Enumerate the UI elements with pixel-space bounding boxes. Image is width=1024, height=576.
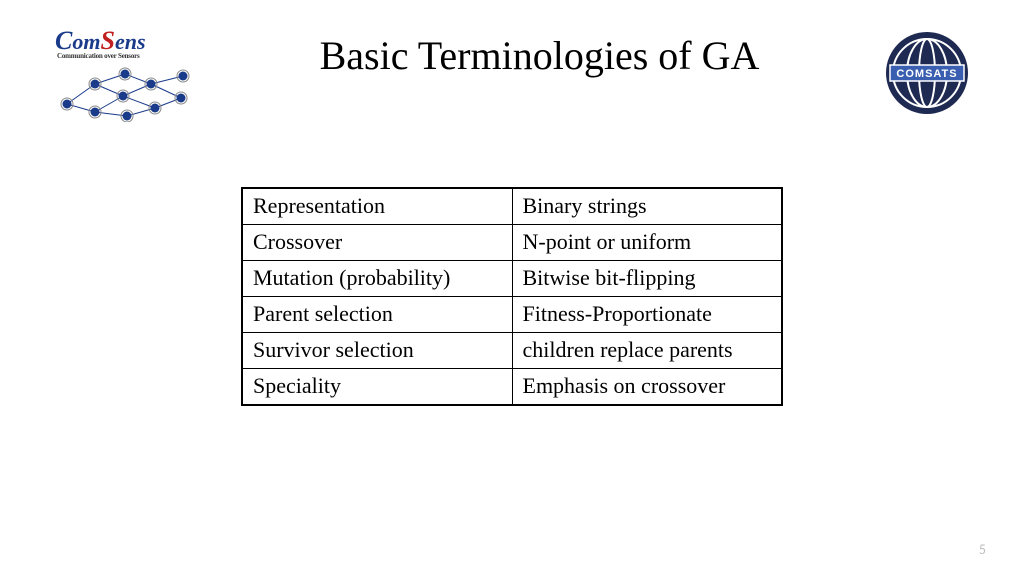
- slide-header: ComSens Communication over Sensors: [0, 0, 1024, 127]
- terminology-table-wrap: RepresentationBinary stringsCrossoverN-p…: [0, 187, 1024, 406]
- brand-letters-om: om: [72, 29, 100, 54]
- term-cell: Survivor selection: [242, 333, 512, 369]
- page-number: 5: [979, 541, 986, 558]
- comsens-tagline: Communication over Sensors: [57, 52, 205, 60]
- comsats-label: COMSATS: [896, 68, 957, 80]
- globe-icon: COMSATS: [884, 30, 970, 116]
- brand-letter-c: C: [55, 26, 72, 55]
- terminology-table: RepresentationBinary stringsCrossoverN-p…: [241, 187, 783, 406]
- table-row: SpecialityEmphasis on crossover: [242, 369, 782, 406]
- table-row: Survivor selectionchildren replace paren…: [242, 333, 782, 369]
- value-cell: Binary strings: [512, 188, 782, 225]
- term-cell: Representation: [242, 188, 512, 225]
- network-icon: [55, 64, 205, 122]
- table-row: RepresentationBinary strings: [242, 188, 782, 225]
- comsats-logo: COMSATS: [884, 20, 974, 121]
- value-cell: children replace parents: [512, 333, 782, 369]
- term-cell: Crossover: [242, 225, 512, 261]
- term-cell: Mutation (probability): [242, 261, 512, 297]
- table-row: CrossoverN-point or uniform: [242, 225, 782, 261]
- comsens-wordmark: ComSens: [55, 28, 205, 54]
- value-cell: Bitwise bit-flipping: [512, 261, 782, 297]
- brand-letters-ens: ens: [115, 29, 146, 54]
- value-cell: N-point or uniform: [512, 225, 782, 261]
- term-cell: Parent selection: [242, 297, 512, 333]
- value-cell: Emphasis on crossover: [512, 369, 782, 406]
- value-cell: Fitness-Proportionate: [512, 297, 782, 333]
- page-title: Basic Terminologies of GA: [205, 20, 884, 79]
- brand-letter-s: S: [100, 26, 114, 55]
- table-row: Parent selectionFitness-Proportionate: [242, 297, 782, 333]
- term-cell: Speciality: [242, 369, 512, 406]
- table-row: Mutation (probability)Bitwise bit-flippi…: [242, 261, 782, 297]
- comsens-logo: ComSens Communication over Sensors: [55, 20, 205, 127]
